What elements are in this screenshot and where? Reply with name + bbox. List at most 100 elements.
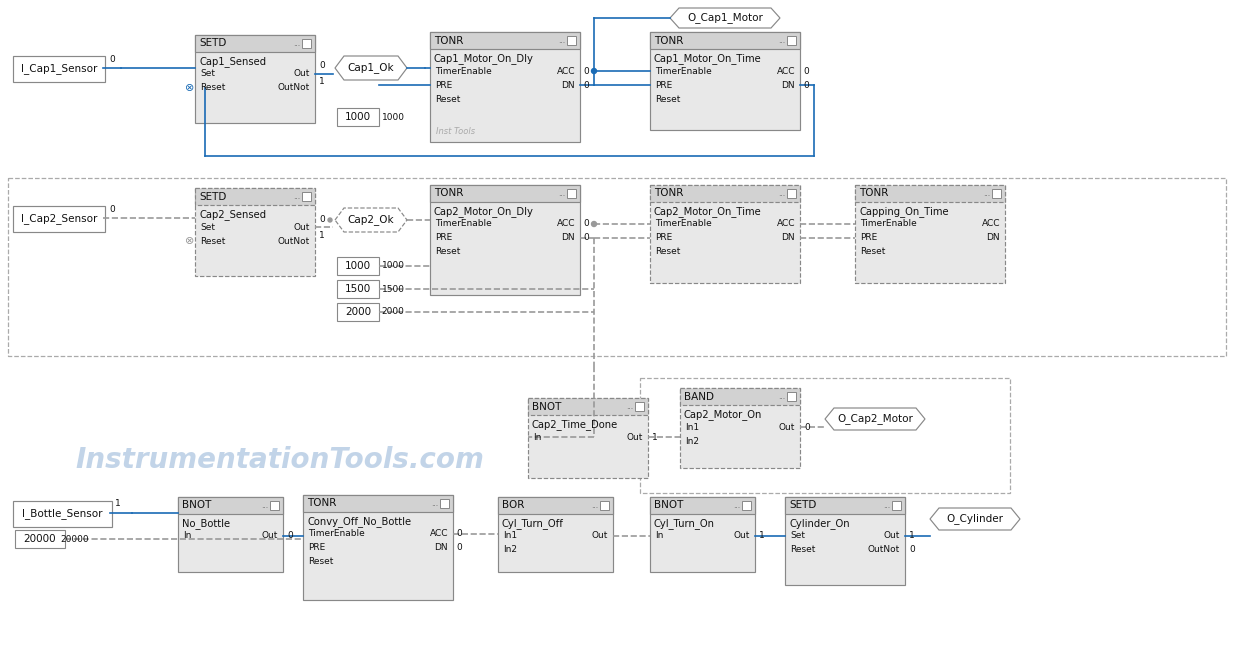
FancyBboxPatch shape <box>270 501 279 510</box>
Text: ...: ... <box>732 501 740 510</box>
Text: Out: Out <box>734 532 750 540</box>
Polygon shape <box>335 208 407 232</box>
Text: No_Bottle: No_Bottle <box>182 519 231 530</box>
Text: 1: 1 <box>652 432 658 441</box>
FancyBboxPatch shape <box>993 189 1001 198</box>
FancyBboxPatch shape <box>567 36 576 45</box>
Text: Reset: Reset <box>790 545 815 555</box>
FancyBboxPatch shape <box>430 32 580 49</box>
Text: 0: 0 <box>583 67 589 75</box>
Text: ACC: ACC <box>429 530 448 538</box>
Text: Set: Set <box>790 532 805 540</box>
FancyBboxPatch shape <box>785 497 905 585</box>
Text: Reset: Reset <box>435 247 460 256</box>
Text: OutNot: OutNot <box>277 237 309 245</box>
Text: 0: 0 <box>583 220 589 228</box>
Text: 0: 0 <box>909 545 915 555</box>
Text: Cap2_Motor_On_Time: Cap2_Motor_On_Time <box>653 207 762 217</box>
Text: Out: Out <box>293 222 309 232</box>
FancyBboxPatch shape <box>567 189 576 198</box>
Text: In: In <box>533 432 541 441</box>
FancyBboxPatch shape <box>430 185 580 295</box>
FancyBboxPatch shape <box>650 497 755 514</box>
Text: ...: ... <box>983 189 990 198</box>
FancyBboxPatch shape <box>337 280 379 298</box>
Polygon shape <box>335 56 407 80</box>
FancyBboxPatch shape <box>787 392 797 401</box>
Text: I_Bottle_Sensor: I_Bottle_Sensor <box>22 509 102 519</box>
Text: ACC: ACC <box>981 220 1000 228</box>
Circle shape <box>328 218 332 222</box>
Text: Cap2_Ok: Cap2_Ok <box>348 215 395 226</box>
FancyBboxPatch shape <box>15 530 65 548</box>
Text: SETD: SETD <box>199 39 227 48</box>
Text: 1000: 1000 <box>381 262 404 271</box>
FancyBboxPatch shape <box>528 398 649 415</box>
Text: Out: Out <box>626 432 642 441</box>
Text: ...: ... <box>778 36 785 45</box>
Text: In1: In1 <box>503 532 517 540</box>
FancyBboxPatch shape <box>854 185 1005 202</box>
FancyBboxPatch shape <box>650 32 800 49</box>
Text: ...: ... <box>626 402 633 411</box>
Text: OutNot: OutNot <box>868 545 900 555</box>
Text: 1000: 1000 <box>381 112 404 122</box>
Text: Cap2_Time_Done: Cap2_Time_Done <box>531 420 618 430</box>
FancyBboxPatch shape <box>600 501 609 510</box>
Text: 1: 1 <box>319 230 324 239</box>
Text: ACC: ACC <box>777 67 795 75</box>
Text: Out: Out <box>261 532 277 540</box>
Text: 1: 1 <box>319 78 324 86</box>
Text: Reset: Reset <box>435 94 460 103</box>
Text: 1: 1 <box>909 532 915 540</box>
FancyBboxPatch shape <box>854 185 1005 283</box>
Text: Out: Out <box>293 69 309 78</box>
Text: In1: In1 <box>686 422 699 432</box>
Text: ...: ... <box>778 392 785 401</box>
Text: ACC: ACC <box>777 220 795 228</box>
Text: 1: 1 <box>760 532 764 540</box>
FancyBboxPatch shape <box>337 108 379 126</box>
Text: PRE: PRE <box>435 233 453 243</box>
Text: 0: 0 <box>803 80 809 90</box>
Text: Cap2_Motor_On_Dly: Cap2_Motor_On_Dly <box>434 207 534 217</box>
Text: DN: DN <box>986 233 1000 243</box>
FancyBboxPatch shape <box>302 39 311 48</box>
Text: PRE: PRE <box>655 233 672 243</box>
Text: In2: In2 <box>686 436 699 445</box>
Text: Cap2_Motor_On: Cap2_Motor_On <box>684 409 762 421</box>
Text: ...: ... <box>883 501 890 510</box>
FancyBboxPatch shape <box>303 495 453 600</box>
FancyBboxPatch shape <box>681 388 800 405</box>
Text: Reset: Reset <box>859 247 885 256</box>
Text: Capping_On_Time: Capping_On_Time <box>859 207 948 217</box>
Text: TimerEnable: TimerEnable <box>435 220 492 228</box>
Text: Reset: Reset <box>200 84 226 92</box>
Text: Cap1_Sensed: Cap1_Sensed <box>199 56 266 67</box>
FancyBboxPatch shape <box>650 497 755 572</box>
Text: ACC: ACC <box>556 220 575 228</box>
Text: DN: DN <box>782 80 795 90</box>
Text: ...: ... <box>557 189 565 198</box>
Text: Out: Out <box>884 532 900 540</box>
Text: Set: Set <box>200 222 215 232</box>
FancyBboxPatch shape <box>498 497 613 514</box>
FancyBboxPatch shape <box>650 185 800 283</box>
FancyBboxPatch shape <box>787 36 797 45</box>
Text: 0: 0 <box>110 205 115 215</box>
FancyBboxPatch shape <box>650 185 800 202</box>
Text: Cap1_Motor_On_Time: Cap1_Motor_On_Time <box>653 54 762 65</box>
Text: ...: ... <box>591 501 598 510</box>
Text: BAND: BAND <box>684 392 714 402</box>
Text: 0: 0 <box>803 67 809 75</box>
Text: I_Cap1_Sensor: I_Cap1_Sensor <box>21 63 97 75</box>
Polygon shape <box>670 8 780 28</box>
Text: PRE: PRE <box>435 80 453 90</box>
Text: Reset: Reset <box>200 237 226 245</box>
Text: O_Cylinder: O_Cylinder <box>947 513 1004 525</box>
Text: BNOT: BNOT <box>653 500 683 511</box>
Text: In: In <box>655 532 663 540</box>
Text: 0: 0 <box>583 80 589 90</box>
Text: I_Cap2_Sensor: I_Cap2_Sensor <box>21 214 97 224</box>
Text: TONR: TONR <box>434 35 464 46</box>
